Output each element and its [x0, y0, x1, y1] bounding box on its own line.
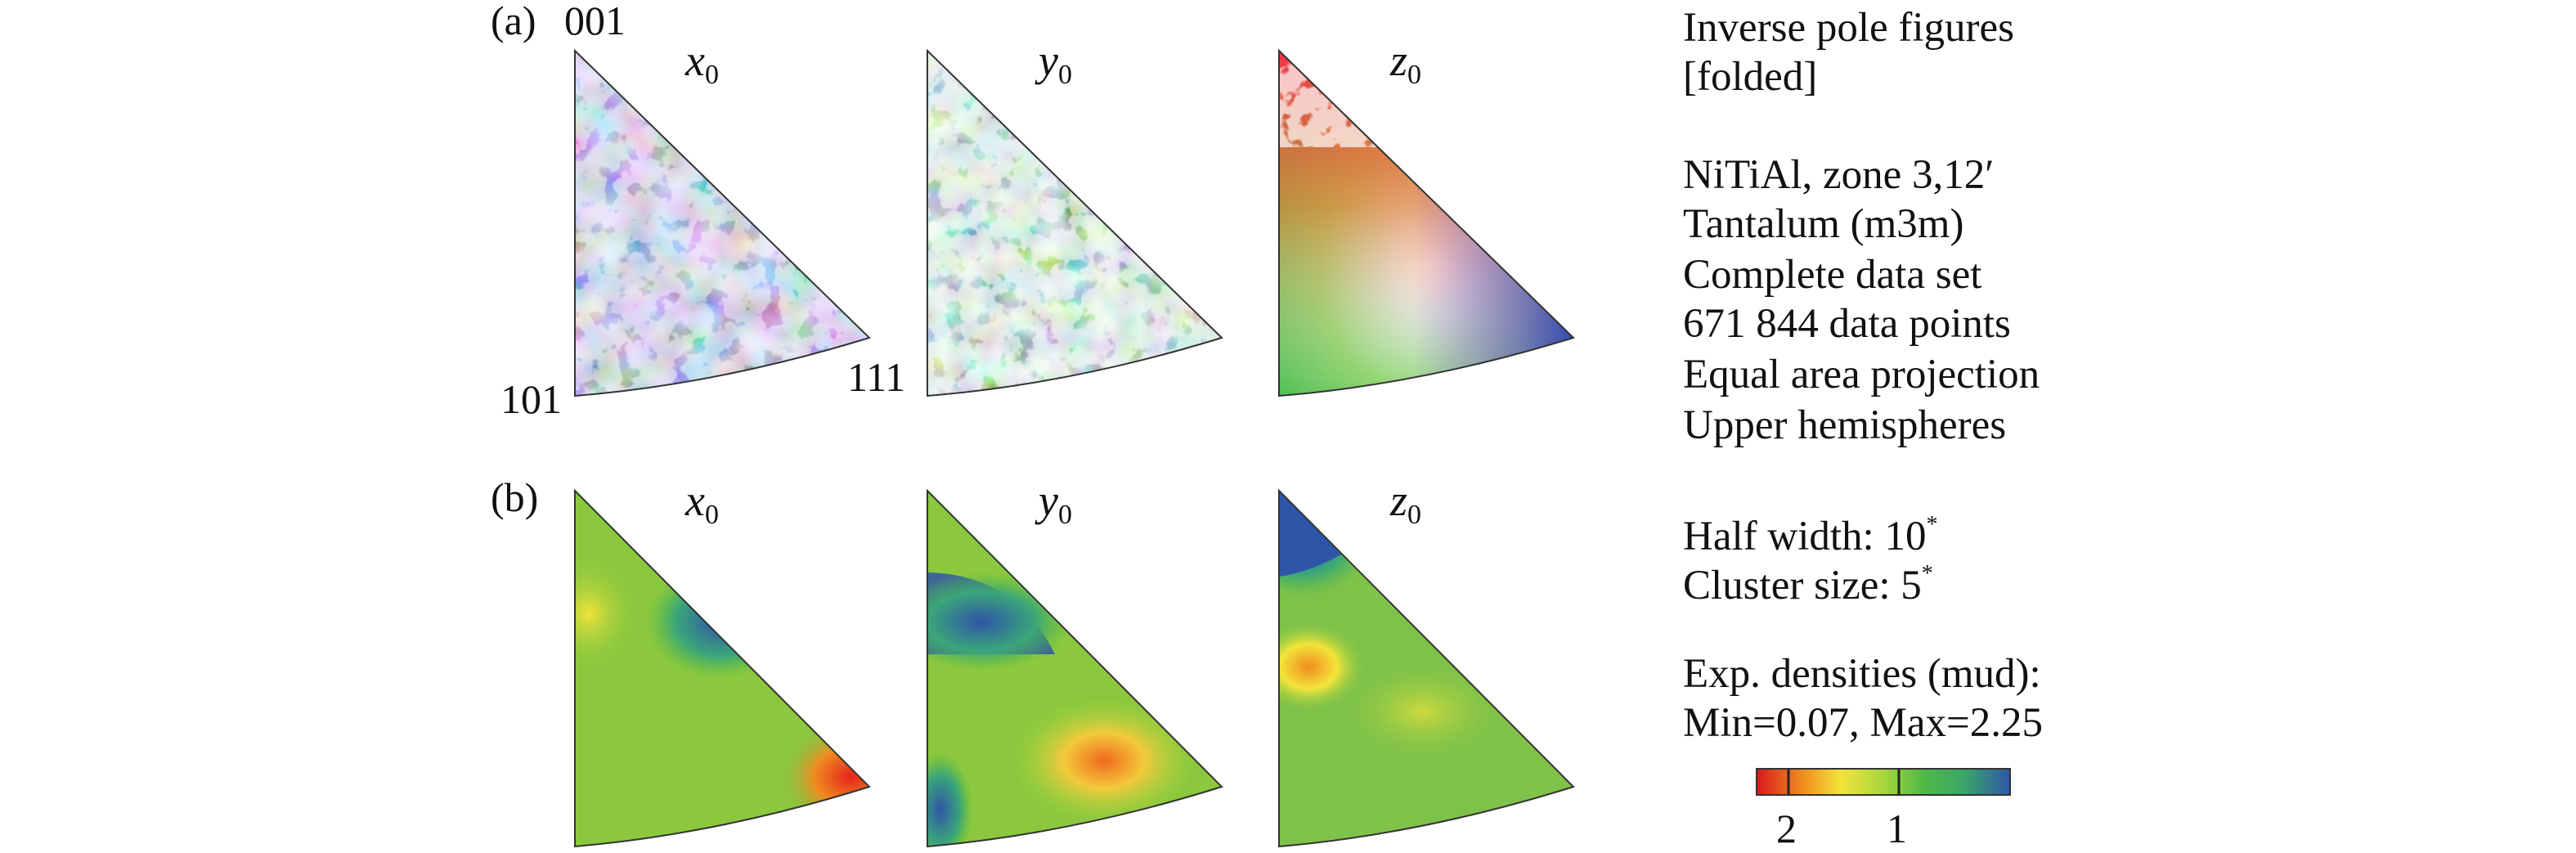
ipf-map-a-z0: [1278, 48, 1575, 397]
info-dataset: Complete data set: [1683, 252, 1982, 298]
axis-title-b-x0: x0: [684, 476, 719, 530]
corner-label-111: 111: [847, 354, 905, 400]
corner-label-101: 101: [500, 376, 562, 422]
density-map-b-z0: [1278, 488, 1575, 848]
info-hemisphere: Upper hemispheres: [1683, 402, 2007, 448]
density-colorbar: 2 1: [1756, 768, 2011, 851]
axis-title-b-y0: y0: [1034, 476, 1072, 530]
axis-title-b-z0: z0: [1389, 476, 1421, 530]
panel-a: (a) 001 101 111 x0 y0: [491, 0, 1575, 422]
info-phase: Tantalum (m3m): [1683, 201, 1964, 247]
density-map-b-y0: [927, 488, 1223, 848]
info-half-width: Half width: 10*: [1683, 512, 1938, 559]
axis-title-a-y0: y0: [1034, 36, 1072, 90]
corner-label-001: 001: [564, 0, 626, 43]
ipf-map-a-y0: [927, 48, 1223, 397]
ipf-map-a-x0: [574, 48, 871, 397]
colorbar-label-2: 2: [1776, 806, 1797, 851]
colorbar-gradient: [1756, 768, 2011, 796]
panel-b-label: (b): [491, 474, 538, 520]
axis-title-a-z0: z0: [1389, 36, 1421, 90]
info-sample: NiTiAl, zone 3,12′: [1683, 152, 1995, 198]
colorbar-label-1: 1: [1887, 806, 1907, 851]
panel-a-label: (a): [491, 0, 536, 43]
info-densities-label: Exp. densities (mud):: [1683, 651, 2041, 697]
info-cluster-size: Cluster size: 5*: [1683, 561, 1933, 608]
info-projection: Equal area projection: [1683, 352, 2040, 397]
density-map-b-x0: [574, 488, 871, 848]
info-title-line2: [folded]: [1683, 54, 1818, 100]
panel-b: (b) x0 y0: [491, 474, 1575, 848]
axis-title-a-x0: x0: [684, 36, 719, 90]
info-points: 671 844 data points: [1683, 301, 2011, 347]
info-densities-range: Min=0.07, Max=2.25: [1683, 700, 2044, 746]
info-title-line1: Inverse pole figures: [1683, 5, 2015, 51]
